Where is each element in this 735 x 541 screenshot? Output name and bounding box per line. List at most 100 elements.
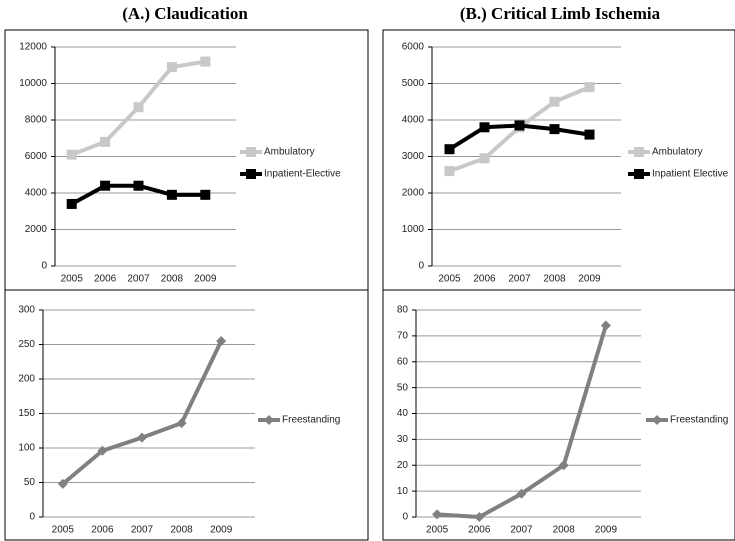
panel-frame [4,289,369,541]
x-tick-label: 2006 [91,525,114,536]
y-tick-label: 10 [397,486,409,497]
marker [133,180,144,191]
y-tick-label: 0 [402,512,408,523]
marker [166,189,177,200]
x-tick-label: 2008 [170,525,193,536]
marker [133,102,144,113]
marker [652,415,662,425]
marker [246,169,256,179]
y-tick-label: 2000 [402,188,425,199]
x-tick-label: 2007 [131,525,154,536]
y-tick-label: 5000 [402,78,425,89]
x-tick-label: 2009 [210,525,233,536]
y-tick-label: 8000 [25,115,48,126]
marker [634,147,644,157]
y-tick-label: 70 [397,331,409,342]
x-tick-label: 2007 [508,274,531,285]
series-line [436,324,608,519]
y-tick-label: 50 [397,382,409,393]
chart-title: (A.) Claudication [122,4,248,23]
marker [558,460,569,471]
y-tick-label: 100 [18,443,35,454]
x-tick-label: 2006 [94,274,117,285]
marker [100,180,111,191]
x-tick-label: 2005 [426,525,449,536]
marker [66,198,77,209]
x-tick-label: 2008 [161,274,184,285]
chart-title: (B.) Critical Limb Ischemia [460,4,661,23]
x-tick-label: 2009 [595,525,618,536]
marker [137,432,147,443]
marker [200,56,211,67]
x-tick-label: 2005 [438,274,461,285]
panel-frame [382,29,735,291]
marker [97,445,108,456]
y-tick-label: 10000 [19,78,47,89]
marker [474,512,485,522]
y-tick-label: 1000 [402,224,425,235]
y-tick-label: 2000 [25,224,48,235]
marker [444,166,455,177]
y-tick-label: 80 [397,305,409,316]
y-tick-label: 150 [18,408,35,419]
y-tick-label: 200 [18,374,35,385]
marker [216,336,227,347]
legend-label: Ambulatory [264,147,315,158]
panel-frame [4,29,369,291]
x-tick-label: 2007 [510,525,533,536]
marker [479,122,490,133]
marker [166,62,177,73]
panel-frame [382,289,735,541]
marker [432,509,443,520]
y-tick-label: 3000 [402,151,425,162]
marker [66,149,77,160]
y-tick-label: 6000 [402,42,425,53]
marker [516,488,527,499]
marker [264,415,274,425]
legend-label: Inpatient Elective [652,169,729,180]
marker [584,82,595,93]
y-tick-label: 20 [397,460,409,471]
series-line [61,340,224,486]
marker [584,129,595,140]
x-tick-label: 2006 [473,274,496,285]
marker [246,147,256,157]
y-tick-label: 12000 [19,42,47,53]
y-tick-label: 0 [41,261,47,272]
x-tick-label: 2006 [468,525,491,536]
y-tick-label: 300 [18,305,35,316]
y-tick-label: 0 [418,261,424,272]
y-tick-label: 50 [24,477,36,488]
y-tick-label: 40 [397,408,409,419]
marker [444,144,455,155]
marker [100,136,111,147]
marker [176,418,187,429]
legend-label: Ambulatory [652,147,703,158]
y-tick-label: 60 [397,356,409,367]
x-tick-label: 2005 [52,525,75,536]
marker [514,120,525,131]
marker [57,478,68,489]
marker [549,96,560,107]
marker [634,169,644,179]
y-tick-label: 30 [397,434,409,445]
y-tick-label: 6000 [25,151,48,162]
y-tick-label: 250 [18,339,35,350]
marker [600,320,611,331]
x-tick-label: 2008 [553,525,576,536]
y-tick-label: 4000 [25,188,48,199]
marker [479,153,490,164]
x-tick-label: 2009 [194,274,217,285]
marker [549,124,560,135]
x-tick-label: 2009 [578,274,601,285]
legend-label: Inpatient-Elective [264,169,341,180]
y-tick-label: 0 [29,512,35,523]
legend-label: Freestanding [282,415,340,426]
y-tick-label: 4000 [402,115,425,126]
x-tick-label: 2007 [127,274,150,285]
x-tick-label: 2008 [543,274,566,285]
legend-label: Freestanding [670,415,728,426]
marker [200,189,211,200]
x-tick-label: 2005 [61,274,84,285]
